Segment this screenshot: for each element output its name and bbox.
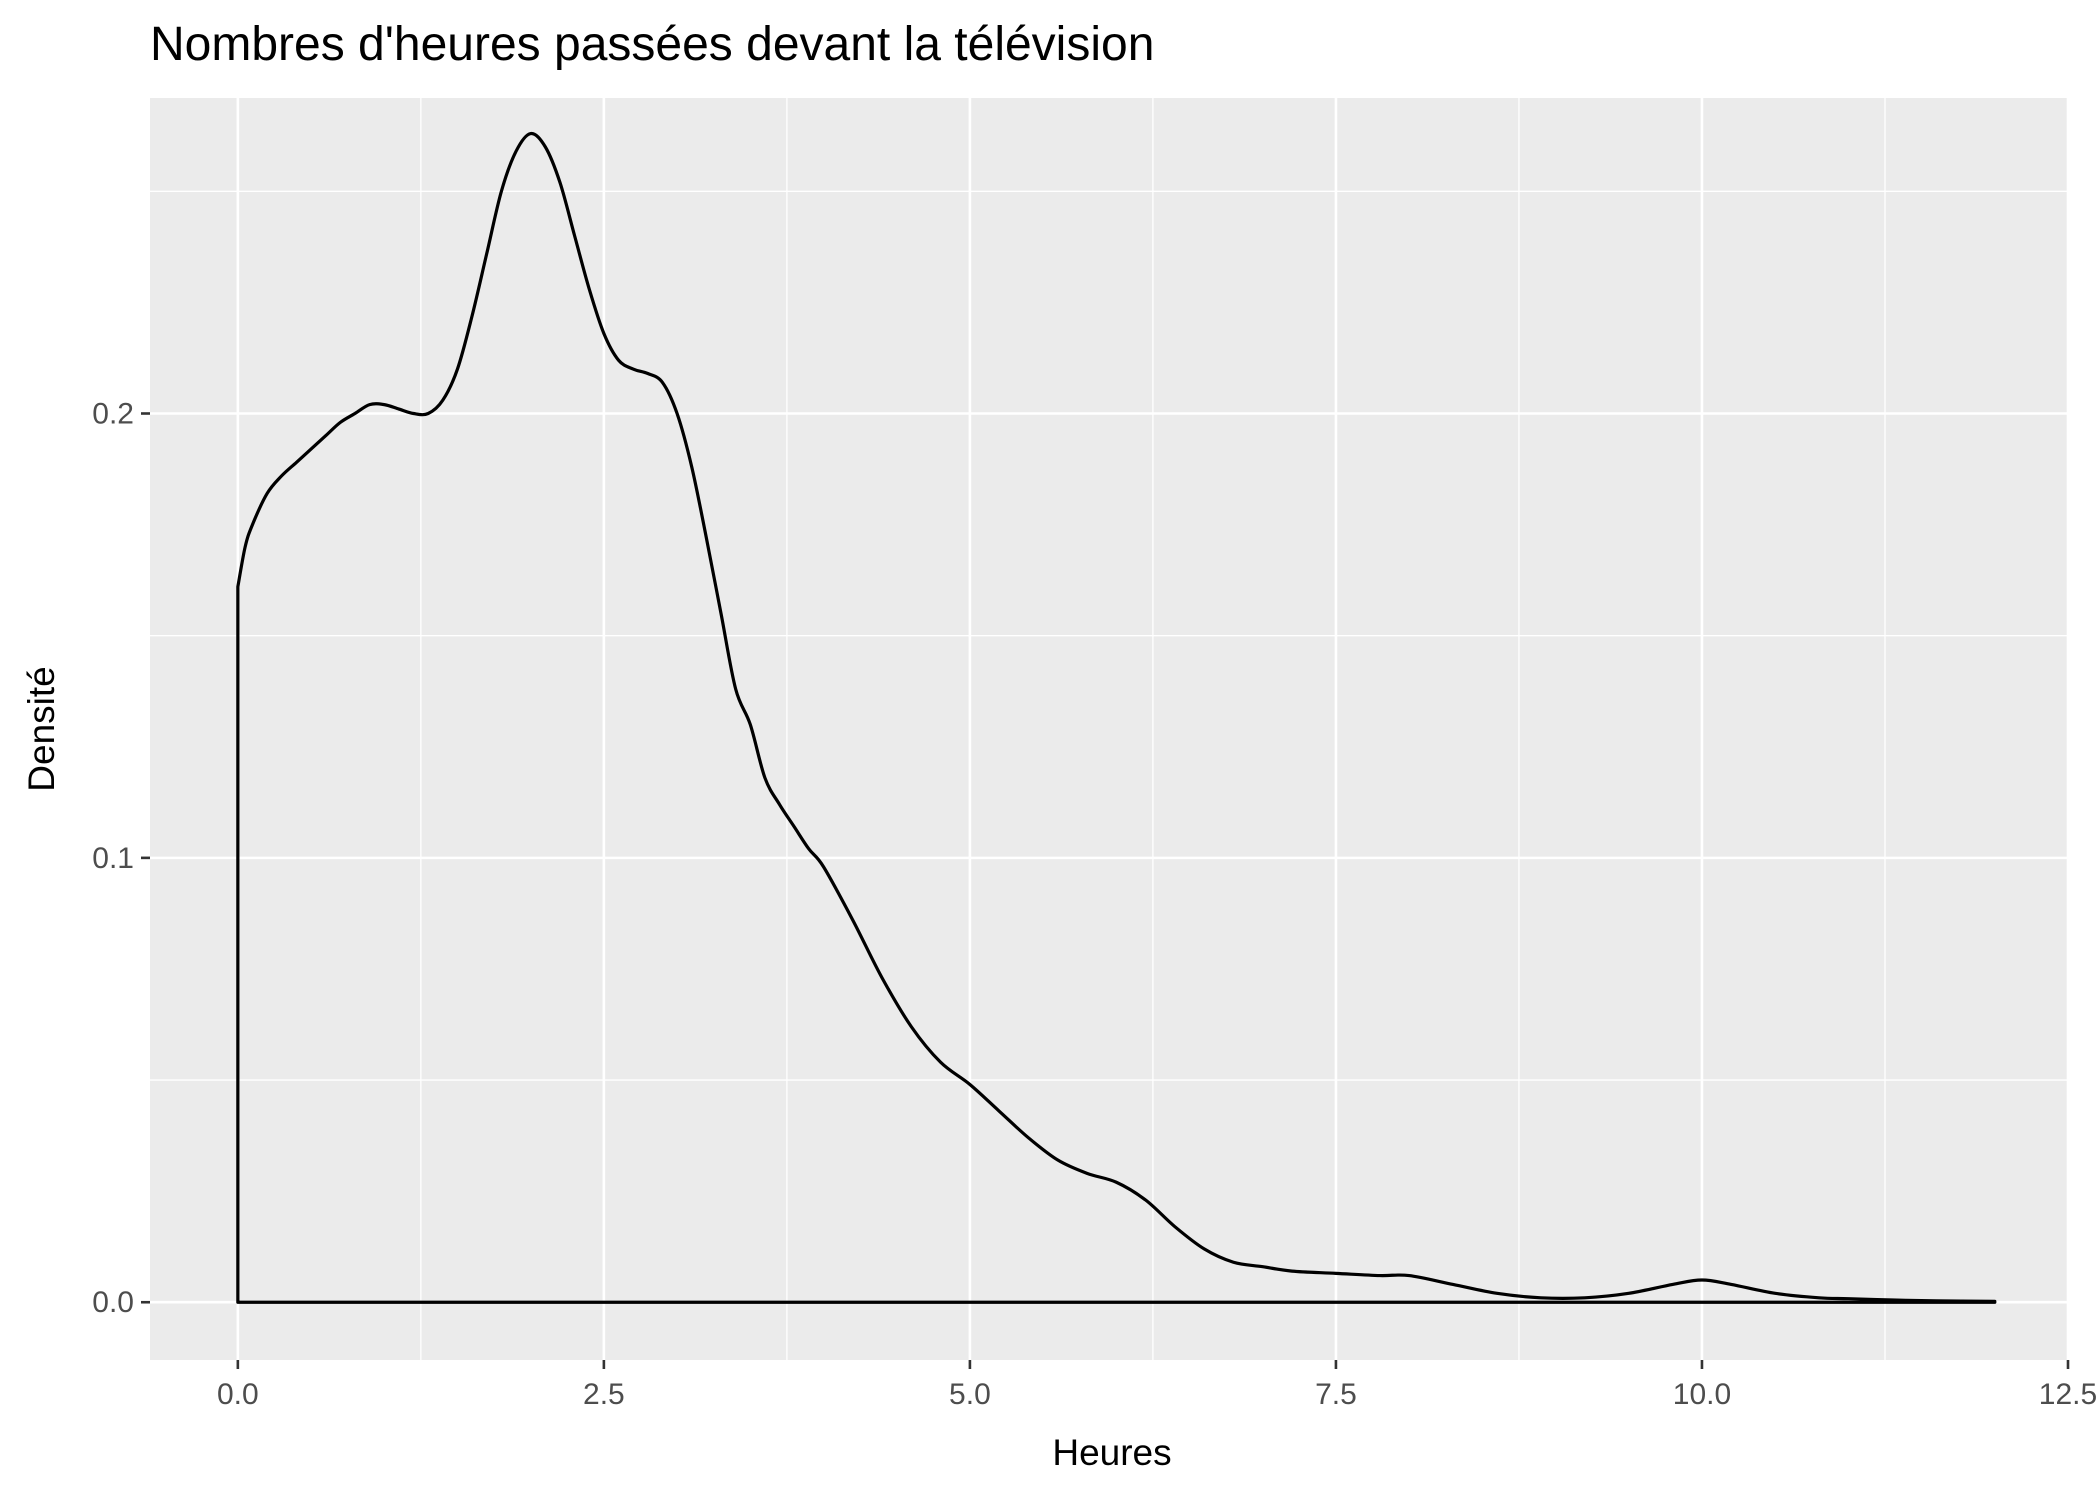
x-tick-label: 5.0 (949, 1378, 991, 1411)
plot-panel (150, 98, 2068, 1360)
y-tick-label: 0.0 (92, 1286, 134, 1319)
y-axis: 0.0 0.1 0.2 (92, 398, 150, 1319)
y-tick-label: 0.2 (92, 398, 134, 431)
density-curve (236, 131, 1997, 1304)
y-tick-label: 0.1 (92, 842, 134, 875)
y-axis-title: Densité (21, 666, 62, 791)
x-axis: 0.0 2.5 5.0 7.5 10.0 12.5 (217, 1360, 2097, 1411)
x-tick-label: 7.5 (1315, 1378, 1357, 1411)
x-axis-title: Heures (1052, 1432, 1171, 1473)
chart-title: Nombres d'heures passées devant la télév… (150, 18, 1154, 71)
x-tick-label: 0.0 (217, 1378, 259, 1411)
x-tick-label: 10.0 (1673, 1378, 1731, 1411)
minor-gridlines (150, 98, 2068, 1360)
x-tick-label: 2.5 (583, 1378, 625, 1411)
x-tick-label: 12.5 (2039, 1378, 2097, 1411)
